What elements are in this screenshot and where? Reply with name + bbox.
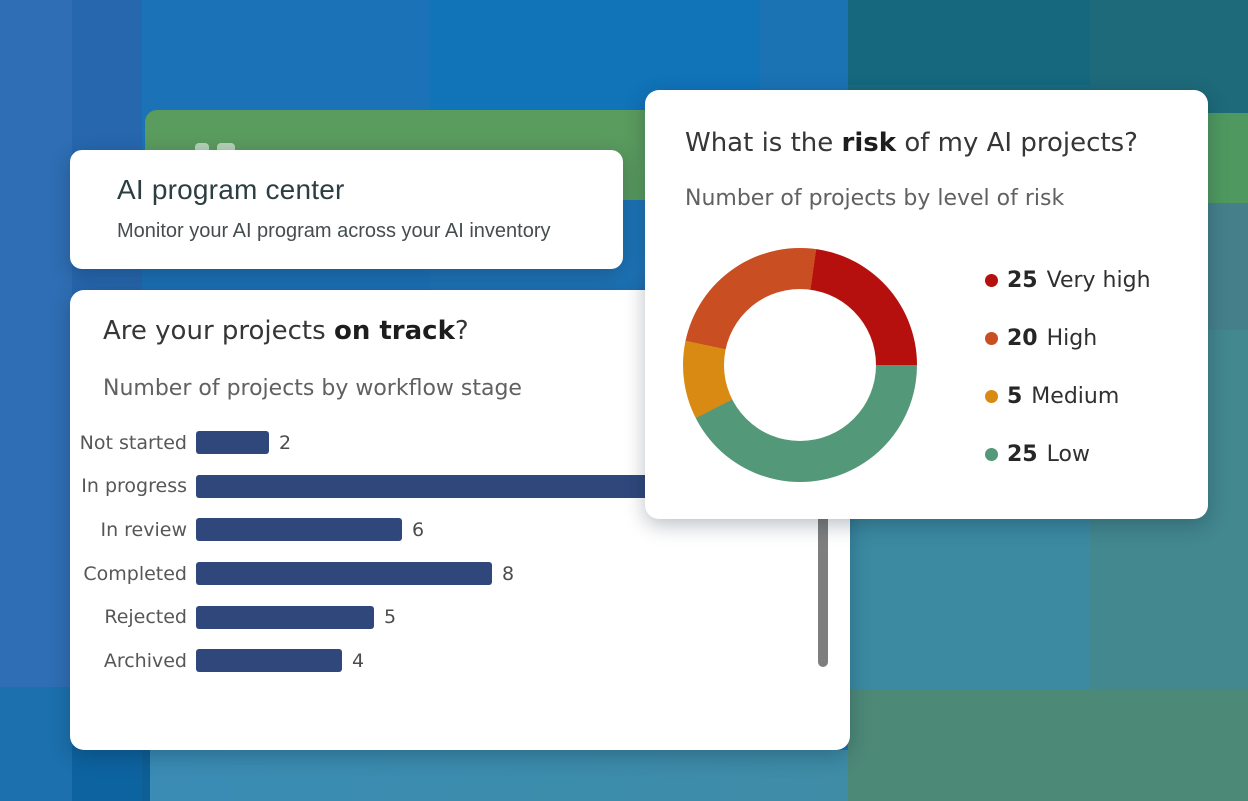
- bar-row: In progress: [70, 465, 850, 509]
- legend-label: 25 Very high: [1007, 267, 1151, 293]
- bar-label: Archived: [103, 649, 187, 672]
- donut-hole: [724, 289, 876, 441]
- bar-value: 8: [502, 562, 515, 585]
- page-subtitle: Monitor your AI program across your AI i…: [117, 220, 551, 242]
- bar: [196, 649, 342, 673]
- page-title: AI program center: [117, 174, 345, 205]
- bg-tile: [142, 750, 150, 801]
- legend-item: 20 High: [985, 309, 1151, 367]
- bar: [196, 605, 374, 629]
- legend-label: 5 Medium: [1007, 383, 1120, 409]
- bar: [196, 562, 492, 586]
- bar-label: Not started: [79, 431, 187, 454]
- legend-item: 5 Medium: [985, 367, 1151, 425]
- bar-chart-title-text: Are your projects: [103, 316, 334, 346]
- risk-card: What is the risk of my AI projects? Numb…: [645, 90, 1208, 519]
- hidden-text-glyph-top: [195, 143, 209, 150]
- bar-value: 4: [352, 649, 365, 672]
- bar-value: 2: [279, 431, 292, 454]
- donut-chart-title-bold: risk: [841, 128, 897, 158]
- legend-dot: [985, 389, 998, 403]
- bg-tile: [1208, 203, 1248, 330]
- donut-chart-subtitle: Number of projects by level of risk: [685, 186, 1065, 211]
- legend-dot: [985, 447, 998, 461]
- bar-value: 6: [412, 518, 425, 541]
- legend-item: 25 Low: [985, 425, 1151, 483]
- bar-value: 5: [384, 606, 397, 629]
- bar: [196, 474, 756, 498]
- ai-program-center-card: AI program center Monitor your AI progra…: [70, 150, 623, 269]
- bg-tile: [1208, 113, 1248, 203]
- bar-chart-subtitle: Number of projects by workflow stage: [103, 376, 522, 401]
- bar-label: In progress: [81, 475, 187, 498]
- legend-dot: [985, 273, 998, 287]
- bg-tile: [848, 0, 1090, 85]
- donut-chart-title: What is the risk of my AI projects?: [685, 128, 1138, 158]
- bar-row: Completed 8: [70, 552, 850, 596]
- legend-label: 25 Low: [1007, 441, 1090, 467]
- donut-legend: 25 Very high 20 High 5 Medium 25 Low: [985, 251, 1151, 483]
- bg-tile: [150, 750, 848, 801]
- hidden-text-glyph-top: [217, 143, 235, 150]
- bar-row: Not started 2: [70, 421, 850, 465]
- bar-chart-title-suffix: ?: [454, 316, 469, 346]
- donut-chart-title-text: What is the: [685, 128, 842, 158]
- bg-tile: [848, 690, 1248, 801]
- bar-chart-title-bold: on track: [333, 316, 455, 346]
- bar-label: In review: [100, 518, 187, 541]
- bar-row: Rejected 5: [70, 595, 850, 639]
- bg-tile: [848, 519, 1090, 690]
- bar-label: Rejected: [104, 606, 187, 629]
- bg-tile: [0, 0, 72, 801]
- bar: [196, 518, 402, 542]
- bar-label: Completed: [83, 562, 187, 585]
- donut-chart-title-suffix: of my AI projects?: [896, 128, 1138, 158]
- legend-item: 25 Very high: [985, 251, 1151, 309]
- legend-dot: [985, 331, 998, 345]
- bar-row: Archived 4: [70, 639, 850, 683]
- bar-chart-title: Are your projects on track?: [103, 316, 469, 346]
- legend-label: 20 High: [1007, 325, 1098, 351]
- bar: [196, 431, 269, 455]
- bar-row: In review 6: [70, 508, 850, 552]
- scrollbar-thumb[interactable]: [818, 505, 828, 667]
- bar-chart: Not started 2 In progress In review 6 Complet…: [70, 421, 850, 683]
- bg-tile: [0, 687, 72, 801]
